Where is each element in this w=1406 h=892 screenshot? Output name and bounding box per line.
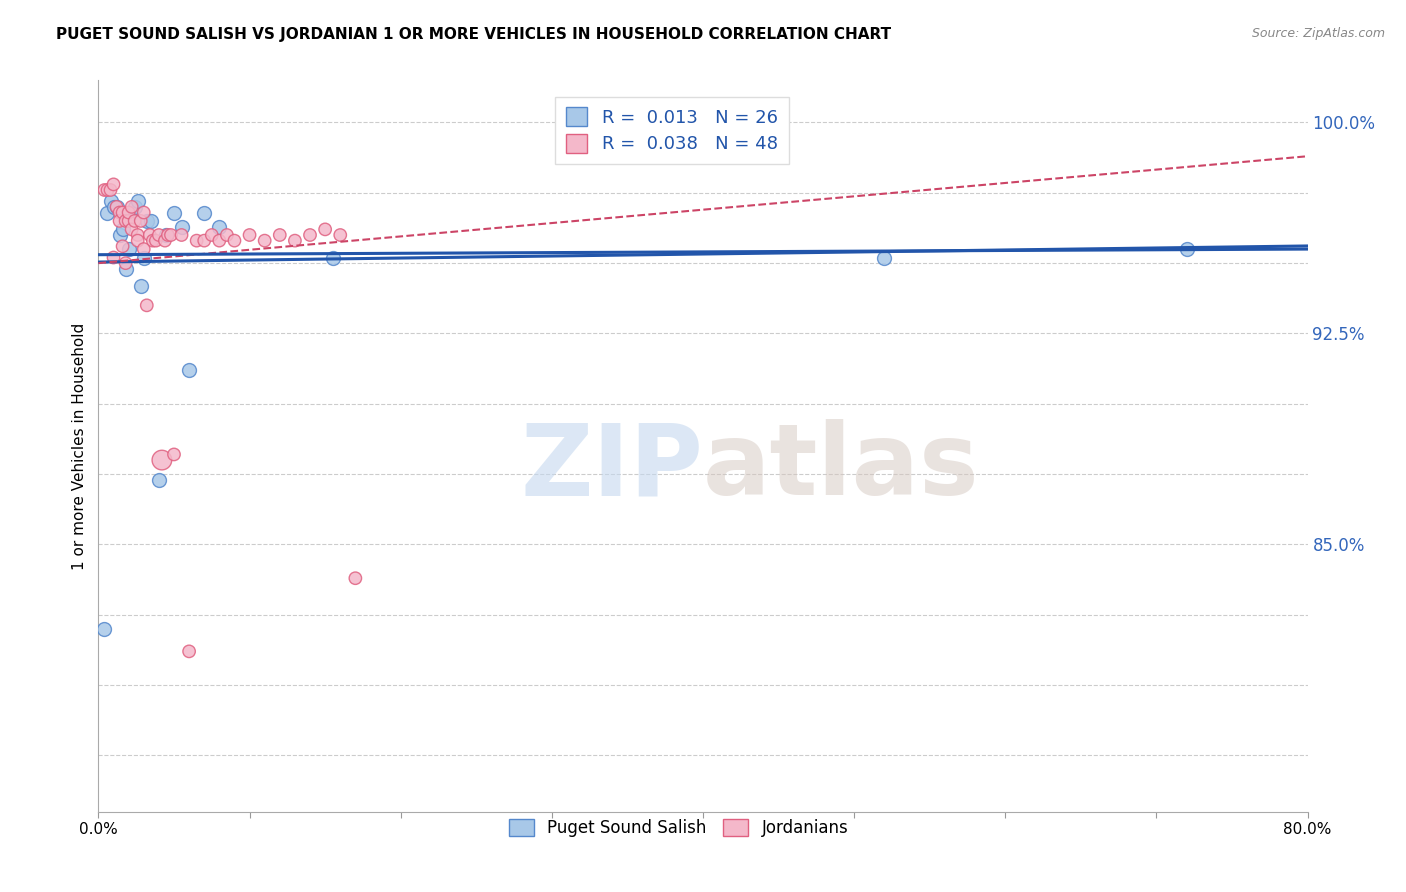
Point xyxy=(208,219,231,234)
Point xyxy=(108,214,131,228)
Point xyxy=(299,227,322,242)
Point xyxy=(224,234,246,248)
Point xyxy=(322,251,344,265)
Point xyxy=(108,227,131,242)
Point xyxy=(186,234,208,248)
Point xyxy=(127,227,149,242)
Point xyxy=(208,234,231,248)
Point xyxy=(193,205,215,219)
Point xyxy=(118,242,141,256)
Point xyxy=(163,447,186,461)
Point xyxy=(129,278,152,293)
Point xyxy=(1175,242,1198,256)
Point xyxy=(103,178,125,192)
Point xyxy=(114,261,136,276)
Point xyxy=(111,205,134,219)
Point xyxy=(93,183,115,197)
Point xyxy=(344,571,367,585)
Point xyxy=(135,298,157,312)
Point xyxy=(121,222,143,236)
Point xyxy=(155,227,177,242)
Point xyxy=(124,200,146,214)
Point xyxy=(179,363,201,377)
Point xyxy=(163,205,186,219)
Point xyxy=(127,234,149,248)
Point xyxy=(253,234,276,248)
Point xyxy=(129,214,152,228)
Point xyxy=(100,194,122,209)
Text: atlas: atlas xyxy=(703,419,980,516)
Point xyxy=(121,200,143,214)
Point xyxy=(239,227,262,242)
Point xyxy=(132,205,155,219)
Point xyxy=(103,251,125,265)
Point xyxy=(135,214,157,228)
Point xyxy=(160,227,183,242)
Point xyxy=(93,622,115,636)
Point xyxy=(142,234,165,248)
Point xyxy=(148,227,170,242)
Point xyxy=(108,205,131,219)
Point xyxy=(329,227,352,242)
Point xyxy=(148,473,170,487)
Point xyxy=(114,256,136,270)
Point xyxy=(170,219,193,234)
Text: ZIP: ZIP xyxy=(520,419,703,516)
Point xyxy=(153,234,176,248)
Y-axis label: 1 or more Vehicles in Household: 1 or more Vehicles in Household xyxy=(72,322,87,570)
Point xyxy=(100,183,122,197)
Point xyxy=(156,227,179,242)
Point xyxy=(150,453,173,467)
Point xyxy=(114,214,136,228)
Point xyxy=(103,200,125,214)
Point xyxy=(118,214,141,228)
Point xyxy=(96,183,118,197)
Point xyxy=(105,200,128,214)
Point xyxy=(314,222,336,236)
Point xyxy=(179,644,201,658)
Point xyxy=(111,222,134,236)
Text: PUGET SOUND SALISH VS JORDANIAN 1 OR MORE VEHICLES IN HOUSEHOLD CORRELATION CHAR: PUGET SOUND SALISH VS JORDANIAN 1 OR MOR… xyxy=(56,27,891,42)
Point xyxy=(201,227,224,242)
Point xyxy=(284,234,307,248)
Point xyxy=(96,205,118,219)
Point xyxy=(132,242,155,256)
Point xyxy=(193,234,215,248)
Point xyxy=(124,214,146,228)
Point xyxy=(145,234,167,248)
Point xyxy=(105,200,128,214)
Point xyxy=(215,227,238,242)
Point xyxy=(121,205,143,219)
Point xyxy=(141,214,163,228)
Point xyxy=(111,239,134,253)
Point xyxy=(873,251,896,265)
Legend: Puget Sound Salish, Jordanians: Puget Sound Salish, Jordanians xyxy=(502,812,855,844)
Text: Source: ZipAtlas.com: Source: ZipAtlas.com xyxy=(1251,27,1385,40)
Point xyxy=(269,227,291,242)
Point xyxy=(139,227,162,242)
Point xyxy=(132,251,155,265)
Point xyxy=(118,205,141,219)
Point xyxy=(127,194,149,209)
Point xyxy=(170,227,193,242)
